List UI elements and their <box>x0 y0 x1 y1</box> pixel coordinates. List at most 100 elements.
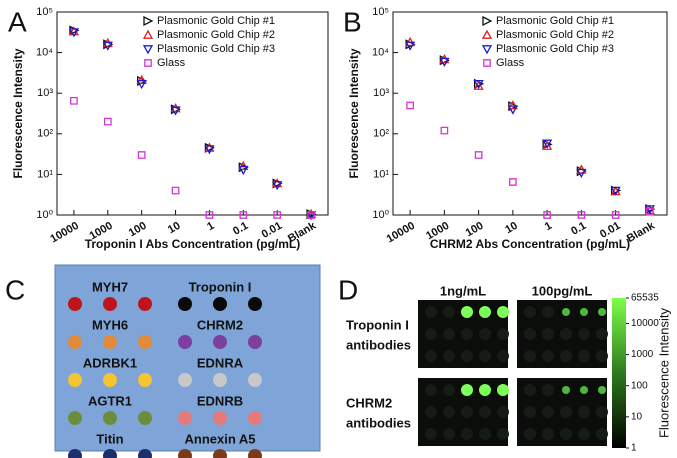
row-label: antibodies <box>346 337 411 352</box>
y-axis-label: Fluorescence Intensity <box>347 48 361 178</box>
marker-dot <box>248 411 262 425</box>
spot <box>443 406 455 418</box>
data-point <box>473 79 484 90</box>
y-axis-label: Fluorescence Intensity <box>11 48 25 178</box>
marker-name: CHRM2 <box>197 317 243 332</box>
y-tick-label: 10¹ <box>373 168 389 180</box>
spot <box>524 384 536 396</box>
spot <box>578 406 590 418</box>
data-point <box>507 105 518 115</box>
spot <box>461 328 473 340</box>
marker-name: EDNRA <box>197 355 244 370</box>
spot <box>524 428 536 440</box>
spot <box>497 406 509 418</box>
data-point <box>170 103 181 113</box>
spot <box>479 350 491 362</box>
marker-name: AGTR1 <box>88 393 132 408</box>
colorbar-tick-label: 10000 <box>631 318 659 329</box>
marker-dot <box>178 411 192 425</box>
marker-dot <box>68 297 82 311</box>
spot <box>443 306 455 318</box>
spot <box>524 328 536 340</box>
legend-label: Glass <box>157 57 186 69</box>
data-point <box>136 74 147 84</box>
marker-dot <box>68 373 82 387</box>
data-point <box>68 26 80 36</box>
legend-symbol <box>481 29 493 39</box>
spot <box>542 328 554 340</box>
spot <box>497 328 509 340</box>
marker-name: Titin <box>96 431 123 446</box>
spot <box>596 406 608 418</box>
spot <box>542 350 554 362</box>
spot <box>425 428 437 440</box>
data-point <box>406 101 414 110</box>
spot <box>497 306 509 318</box>
spot <box>497 428 509 440</box>
x-tick-label: 10 <box>503 220 520 237</box>
x-tick-label: 1 <box>205 220 216 233</box>
spot <box>443 384 455 396</box>
marker-dot <box>213 411 227 425</box>
data-point <box>239 211 248 219</box>
legend-symbol <box>142 29 154 39</box>
marker-dot <box>68 449 82 458</box>
marker-dot <box>68 411 82 425</box>
x-tick-label: 10000 <box>385 220 417 246</box>
spot <box>596 350 608 362</box>
data-point <box>273 211 282 219</box>
legend-label: Plasmonic Gold Chip #3 <box>157 43 275 55</box>
data-point <box>542 140 553 150</box>
y-tick-label: 10³ <box>37 87 53 99</box>
marker-name: Troponin I <box>189 279 252 294</box>
spot <box>425 328 437 340</box>
spot <box>560 328 572 340</box>
x-tick-label: 0.1 <box>569 220 588 238</box>
spot <box>542 428 554 440</box>
marker-dot <box>213 449 227 458</box>
legend-label: Plasmonic Gold Chip #3 <box>496 43 614 55</box>
marker-dot <box>248 297 262 311</box>
marker-dot <box>68 335 82 349</box>
spot <box>425 384 437 396</box>
data-point <box>440 126 449 135</box>
spot <box>425 350 437 362</box>
legend-symbol <box>143 15 154 27</box>
y-tick-label: 10⁰ <box>36 209 53 221</box>
legend-symbol <box>144 59 152 67</box>
legend-label: Plasmonic Gold Chip #2 <box>157 29 275 41</box>
marker-name: Annexin A5 <box>184 431 255 446</box>
marker-dot <box>138 297 152 311</box>
spot <box>578 350 590 362</box>
spot <box>461 406 473 418</box>
data-point <box>204 142 215 152</box>
data-point <box>70 96 78 105</box>
marker-name: MYH6 <box>92 317 128 332</box>
spot <box>580 308 588 316</box>
panel-label: D <box>338 274 358 305</box>
colorbar-tick-label: 100 <box>631 380 648 391</box>
y-tick-label: 10⁴ <box>372 47 389 59</box>
spot <box>524 406 536 418</box>
data-point <box>307 211 315 219</box>
x-tick-label: 1 <box>543 220 554 233</box>
spot <box>443 428 455 440</box>
legend-symbol <box>481 45 493 55</box>
marker-dot <box>178 449 192 458</box>
legend-label: Plasmonic Gold Chip #1 <box>496 15 614 27</box>
data-point <box>507 100 518 110</box>
marker-dot <box>103 411 117 425</box>
marker-dot <box>103 297 117 311</box>
spot <box>461 384 473 396</box>
legend-label: Glass <box>496 57 525 69</box>
data-point <box>171 186 180 195</box>
data-point <box>610 186 621 196</box>
spot <box>479 406 491 418</box>
marker-dot <box>213 297 227 311</box>
x-tick-label: 0.1 <box>231 220 250 238</box>
data-point <box>204 145 215 155</box>
y-tick-label: 10⁴ <box>36 47 53 59</box>
data-point <box>405 41 416 51</box>
colorbar-tick-label: 1 <box>631 443 637 454</box>
marker-dot <box>103 373 117 387</box>
